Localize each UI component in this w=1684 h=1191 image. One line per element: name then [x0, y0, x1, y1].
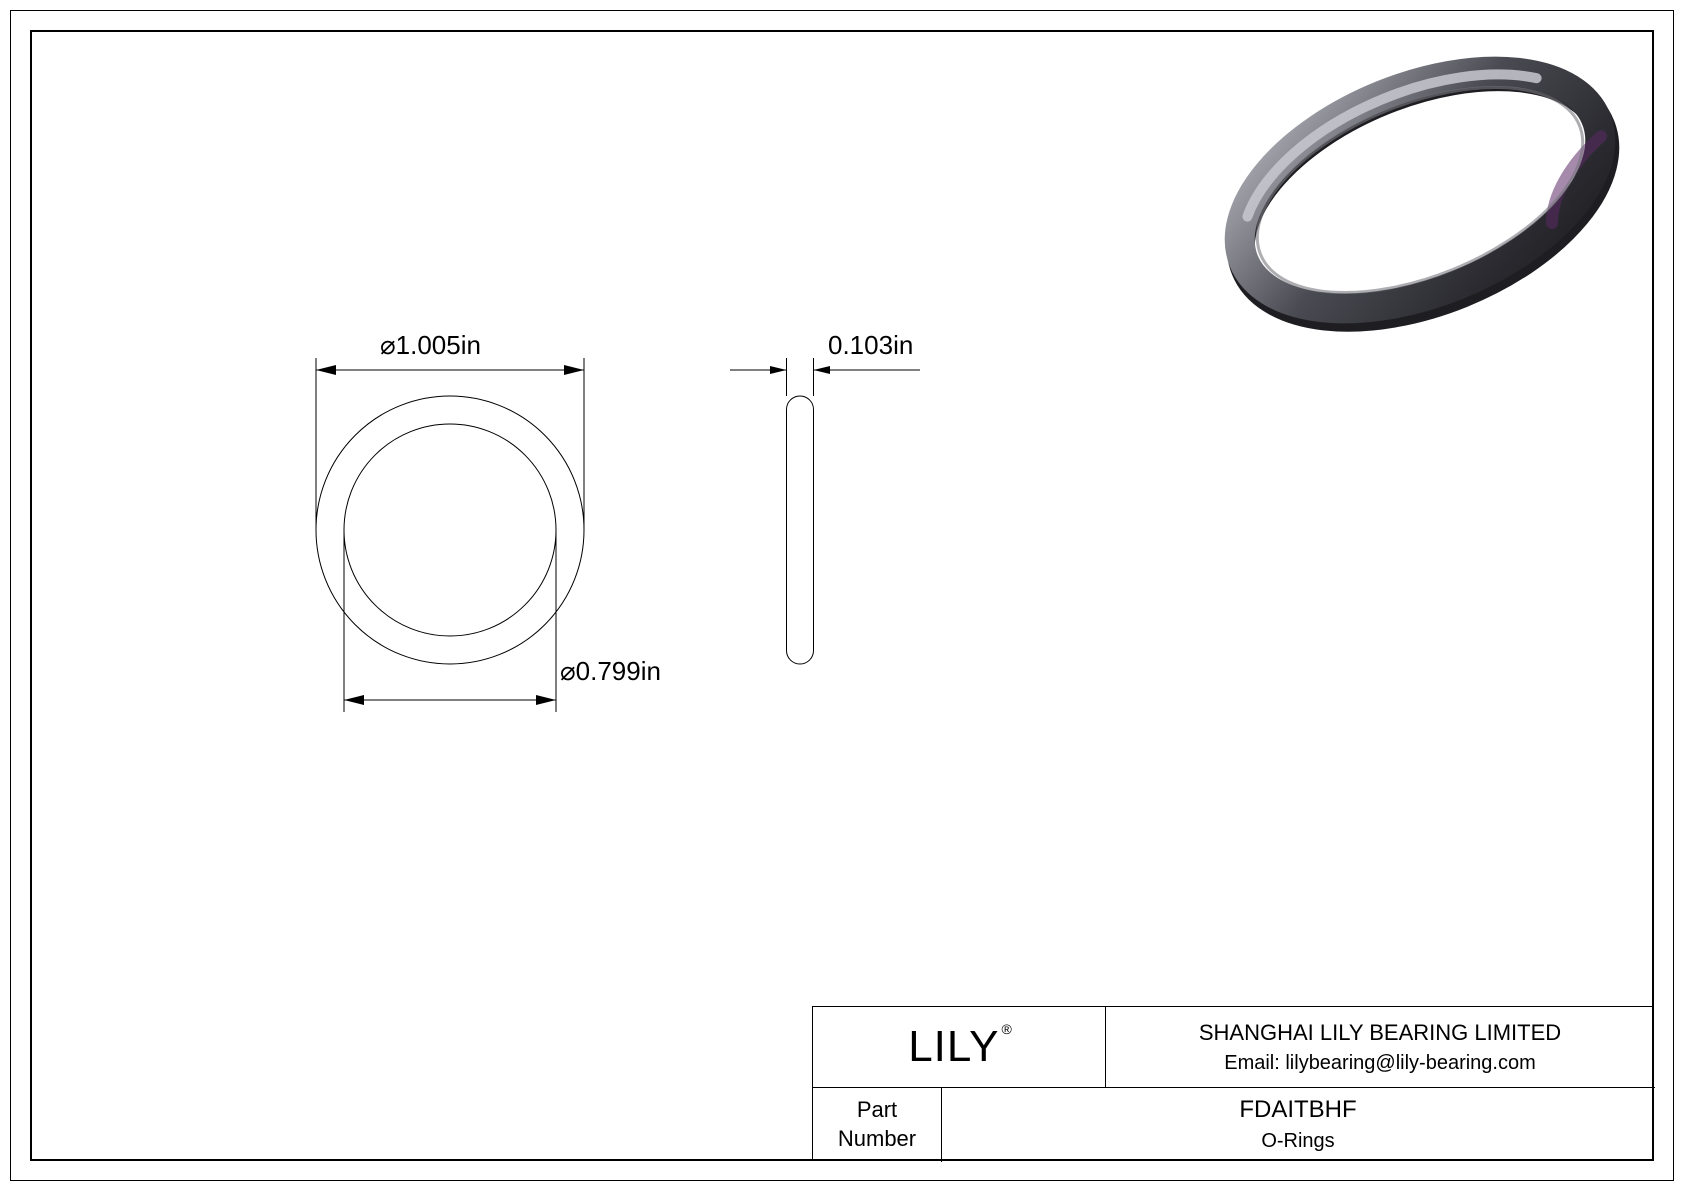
title-block: LILY® SHANGHAI LILY BEARING LIMITED Emai… — [812, 1006, 1654, 1161]
logo-cell: LILY® — [813, 1007, 1105, 1087]
part-number-label-cell: Part Number — [813, 1087, 941, 1162]
company-name: SHANGHAI LILY BEARING LIMITED — [1199, 1020, 1561, 1046]
company-cell: SHANGHAI LILY BEARING LIMITED Email: lil… — [1105, 1007, 1655, 1087]
drawing-page: ⌀1.005in ⌀0.799in 0.103in — [0, 0, 1684, 1191]
company-email: Email: lilybearing@lily-bearing.com — [1224, 1052, 1536, 1075]
subtitle-value: O-Rings — [1261, 1130, 1334, 1153]
part-number-value-cell: FDAITBHF O-Rings — [941, 1087, 1655, 1162]
part-number-value: FDAITBHF — [1239, 1096, 1356, 1124]
registered-icon: ® — [1001, 1021, 1011, 1037]
ring3d-body — [1206, 24, 1635, 355]
logo-text: LILY — [908, 1022, 999, 1072]
part-number-label: Part Number — [838, 1096, 916, 1153]
